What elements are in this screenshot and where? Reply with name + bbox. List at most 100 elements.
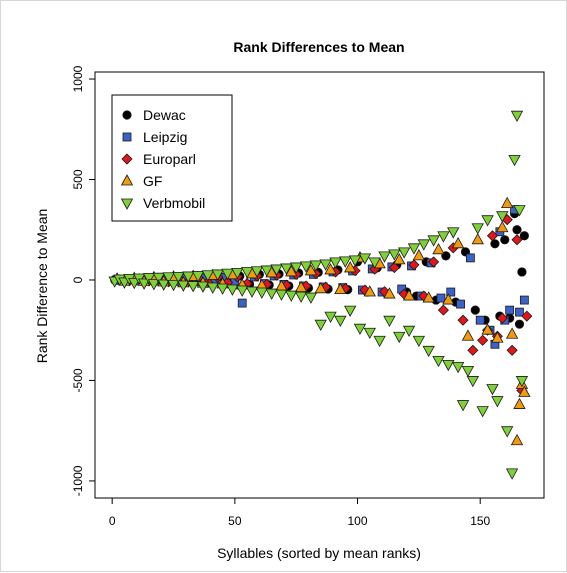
point-gf [496, 220, 509, 233]
point-gf [513, 397, 526, 409]
point-verbmobil [314, 319, 327, 332]
point-gf [501, 196, 514, 209]
point-gf [324, 263, 337, 275]
point-verbmobil [476, 406, 489, 418]
point-verbmobil [329, 257, 342, 269]
point-europarl [388, 261, 400, 274]
point-gf [402, 289, 416, 301]
point-verbmobil [304, 292, 318, 304]
point-dewac [490, 239, 500, 249]
point-verbmobil [226, 284, 239, 296]
point-leipzig [237, 298, 247, 308]
legend-label-dewac: Dewac [143, 107, 186, 123]
point-verbmobil [182, 271, 195, 283]
legend-items: Dewac Leipzig Europarl GF Verbmobil [120, 107, 205, 211]
point-verbmobil [191, 271, 205, 283]
point-europarl [496, 312, 508, 324]
point-dewac [517, 267, 527, 277]
point-verbmobil [280, 263, 293, 275]
point-verbmobil [508, 155, 521, 167]
y-tick-label: 0 [71, 276, 85, 283]
point-verbmobil [501, 426, 514, 438]
point-verbmobil [236, 285, 249, 297]
point-verbmobil [206, 282, 219, 294]
point-leipzig [519, 295, 529, 305]
y-tick-label: -1000 [71, 465, 85, 496]
point-verbmobil [299, 261, 313, 273]
point-leipzig [475, 315, 485, 325]
point-gf [471, 232, 484, 245]
point-gf [481, 323, 494, 335]
point-europarl [408, 259, 420, 271]
point-verbmobil [211, 269, 224, 281]
chart-title: Rank Differences to Mean [233, 39, 404, 55]
point-europarl [486, 230, 499, 242]
legend-marker-leipzig [122, 132, 132, 142]
point-verbmobil [481, 215, 494, 227]
legend-marker-verbmobil [120, 198, 134, 210]
point-gf [343, 261, 357, 273]
y-tick-label: -500 [71, 368, 85, 392]
point-verbmobil [505, 468, 519, 480]
point-verbmobil [437, 231, 450, 243]
point-verbmobil [137, 278, 151, 290]
point-dewac [470, 305, 480, 315]
point-europarl [437, 304, 449, 316]
point-verbmobil [196, 281, 210, 293]
point-verbmobil [309, 260, 322, 272]
point-verbmobil [128, 277, 141, 290]
point-verbmobil [451, 361, 465, 374]
point-dewac [519, 231, 529, 241]
point-verbmobil [162, 272, 175, 284]
y-tick-label: 1000 [71, 65, 85, 92]
point-verbmobil [397, 247, 411, 259]
point-gf [304, 264, 318, 276]
point-leipzig [456, 299, 465, 309]
point-verbmobil [383, 315, 396, 327]
point-verbmobil [442, 359, 455, 372]
point-verbmobil [260, 265, 273, 277]
point-verbmobil [491, 396, 504, 408]
point-verbmobil [270, 264, 283, 276]
point-verbmobil [216, 283, 229, 295]
point-verbmobil [265, 288, 278, 300]
point-europarl [511, 234, 523, 246]
point-verbmobil [186, 281, 200, 293]
point-verbmobil [142, 273, 156, 285]
point-verbmobil [402, 325, 416, 338]
point-gf [451, 236, 465, 249]
point-verbmobil [461, 366, 475, 378]
data-points [108, 110, 533, 480]
point-verbmobil [368, 257, 381, 269]
point-dewac [514, 319, 525, 329]
point-leipzig [515, 307, 524, 317]
point-verbmobil [417, 239, 430, 251]
point-verbmobil [388, 249, 401, 261]
point-verbmobil [231, 267, 244, 280]
point-gf [491, 331, 504, 343]
point-verbmobil [255, 287, 269, 299]
legend: Dewac Leipzig Europarl GF Verbmobil [111, 94, 233, 222]
point-verbmobil [339, 256, 352, 268]
point-verbmobil [221, 268, 234, 280]
point-gf [363, 285, 376, 297]
point-verbmobil [447, 227, 460, 239]
point-verbmobil [290, 262, 303, 274]
point-europarl [428, 256, 440, 268]
point-verbmobil [319, 259, 332, 271]
point-verbmobil [147, 279, 161, 291]
point-verbmobil [294, 291, 308, 303]
y-tick-label: 500 [71, 169, 85, 189]
point-verbmobil [167, 279, 180, 292]
legend-marker-europarl [121, 153, 133, 165]
point-europarl [457, 314, 469, 326]
point-europarl [521, 310, 533, 322]
legend-label-verbmobil: Verbmobil [143, 195, 205, 211]
y-axis-label: Rank Difference to Mean [34, 209, 50, 364]
point-verbmobil [343, 305, 357, 317]
point-gf [412, 249, 426, 261]
x-tick-label: 100 [348, 514, 368, 528]
point-leipzig [465, 253, 475, 263]
point-verbmobil [285, 290, 298, 302]
